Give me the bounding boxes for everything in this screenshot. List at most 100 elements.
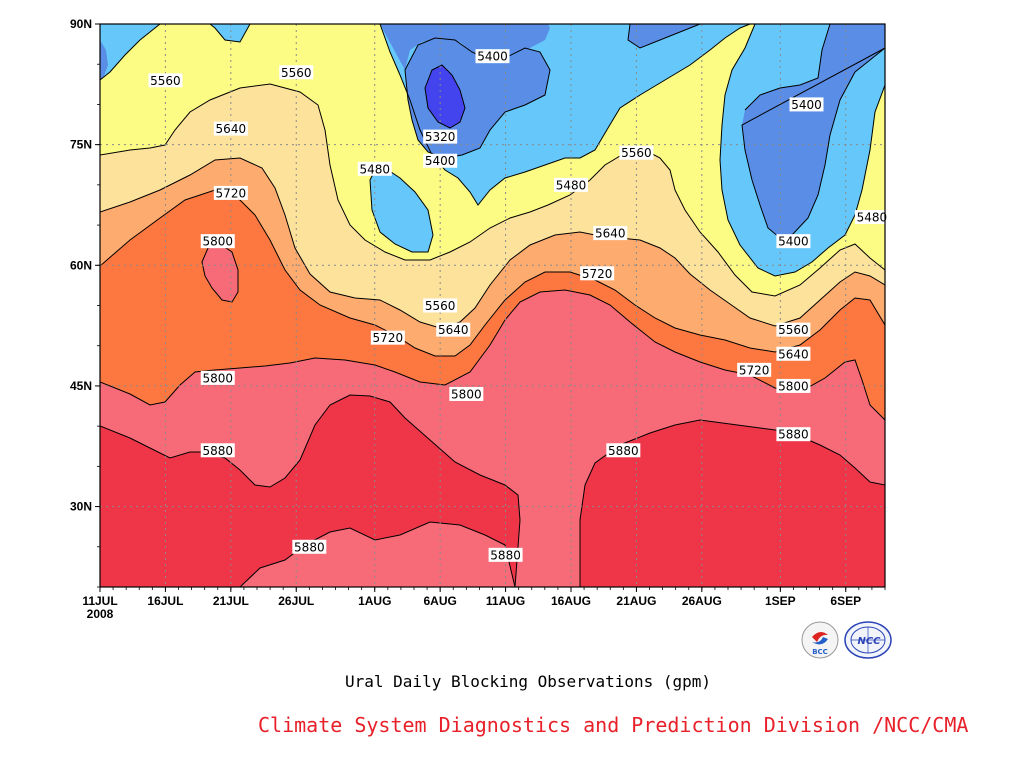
- contour-label: 5560: [279, 65, 314, 80]
- x-year-label: 2008: [87, 607, 114, 621]
- contour-label-bg: [789, 97, 824, 112]
- contour-label: 5720: [580, 266, 615, 281]
- contour-labels: 5560 5560 5400 5400 5640 5320 5400 5480 5560 5720…: [148, 49, 889, 562]
- contour-label-bg: [148, 73, 183, 88]
- contour-label-bg: [213, 121, 248, 136]
- contour-label-bg: [200, 234, 235, 249]
- contour-5880-line-b: [579, 419, 885, 587]
- y-tick-label: 75N: [70, 138, 92, 152]
- grid: [100, 24, 885, 587]
- contour-5400-line-b: [741, 24, 885, 239]
- bcc-logo-text: BCC: [812, 648, 828, 656]
- contour-label-bg: [776, 427, 811, 442]
- x-tick-label: 21AUG: [616, 594, 656, 608]
- contour-label: 5400: [475, 49, 510, 64]
- contour-label: 5800: [200, 370, 235, 385]
- contour-5480-line-b: [719, 24, 885, 277]
- contour-label-bg: [423, 298, 458, 313]
- contour-label-bg: [593, 226, 628, 241]
- bcc-logo-icon: BCC: [801, 621, 839, 659]
- ncc-logo-text: NCC: [857, 636, 881, 647]
- x-tick-label: 6AUG: [423, 594, 456, 608]
- contour-label-text: 5640: [216, 122, 247, 136]
- contour-label: 5720: [213, 185, 248, 200]
- contour-label-bg: [554, 177, 588, 192]
- contour-label-text: 5400: [778, 235, 809, 249]
- contour-label-text: 5720: [216, 186, 247, 200]
- contour-label-text: 5480: [857, 211, 888, 225]
- contour-5400-line-c: [627, 24, 701, 49]
- contour-label-text: 5400: [477, 50, 508, 64]
- y-tick-label: 90N: [70, 17, 92, 31]
- band-5400-5480-top-left: [100, 24, 250, 80]
- contour-label: 5480: [854, 210, 889, 225]
- contour-label-bg: [449, 386, 484, 401]
- contour-label: 5400: [789, 97, 824, 112]
- contour-5880-line: [100, 394, 521, 587]
- contour-label-bg: [854, 210, 889, 225]
- contour-label-text: 5640: [438, 323, 469, 337]
- contour-label-bg: [475, 49, 510, 64]
- contour-label: 5640: [776, 346, 811, 361]
- contour-label: 5560: [148, 73, 183, 88]
- x-tick-label: 11JUL: [82, 594, 117, 608]
- contour-label-text: 5720: [582, 267, 613, 281]
- contour-label-text: 5640: [595, 227, 626, 241]
- x-tick-label: 1AUG: [358, 594, 391, 608]
- contour-label-text: 5720: [373, 331, 404, 345]
- contour-label-bg: [200, 443, 235, 458]
- credit-line: Climate System Diagnostics and Predictio…: [258, 713, 969, 737]
- contour-label-bg: [619, 145, 654, 160]
- contour-label: 5880: [776, 427, 811, 442]
- ncc-logo-icon: NCC: [844, 621, 892, 659]
- contour-label-bg: [357, 161, 392, 176]
- contour-label-text: 5800: [202, 371, 233, 385]
- band-5800-island: [202, 244, 238, 302]
- contour-5320-line: [424, 64, 466, 129]
- contour-fills: [100, 24, 885, 587]
- contour-5480-line: [379, 24, 751, 206]
- contour-label-text: 5560: [778, 323, 809, 337]
- band-5880-lower: [240, 522, 515, 587]
- y-tick-label: 30N: [70, 500, 92, 514]
- x-tick-label: 11AUG: [486, 594, 525, 608]
- contour-label-text: 5880: [490, 548, 521, 562]
- contour-label: 5400: [423, 153, 458, 168]
- contour-label-text: 5880: [294, 540, 325, 554]
- contour-label: 5400: [776, 234, 811, 249]
- contour-label-text: 5560: [281, 66, 312, 80]
- contour-label: 5480: [554, 177, 588, 192]
- contour-label: 5800: [449, 386, 484, 401]
- contour-label: 5560: [423, 298, 458, 313]
- contour-label-text: 5560: [621, 146, 652, 160]
- contour-label: 5560: [619, 145, 654, 160]
- contour-label-bg: [423, 129, 458, 144]
- chart-title: Ural Daily Blocking Observations (gpm): [345, 672, 712, 691]
- contour-label-text: 5400: [425, 154, 456, 168]
- contour-label-bg: [423, 153, 458, 168]
- contour-label-text: 5400: [791, 98, 822, 112]
- contour-label: 5880: [488, 547, 523, 562]
- contour-label: 5720: [370, 330, 405, 345]
- band-5320-5400-right: [742, 24, 885, 238]
- contour-label-bg: [370, 330, 405, 345]
- contour-label: 5640: [593, 226, 628, 241]
- contour-label-text: 5320: [425, 130, 456, 144]
- band-5400-5480-island: [370, 168, 433, 252]
- contour-label-text: 5480: [359, 162, 390, 176]
- contour-5640-line: [100, 157, 885, 329]
- contour-label-bg: [606, 443, 641, 458]
- contour-label-bg: [279, 65, 314, 80]
- contour-label-text: 5880: [202, 444, 233, 458]
- contour-label-text: 5560: [150, 74, 181, 88]
- contour-5400-line: [404, 37, 551, 159]
- axes: 11JUL 16JUL 21JUL 26JUL 1AUG 6AUG 11AUG 16AUG 21…: [70, 17, 886, 621]
- contour-5720-line: [100, 189, 885, 357]
- contour-label-text: 5880: [608, 444, 639, 458]
- contour-label-text: 5560: [425, 299, 456, 313]
- contour-label: 5720: [737, 362, 772, 377]
- contour-label-bg: [213, 185, 248, 200]
- contour-label-text: 5640: [778, 347, 809, 361]
- contour-label-bg: [580, 266, 615, 281]
